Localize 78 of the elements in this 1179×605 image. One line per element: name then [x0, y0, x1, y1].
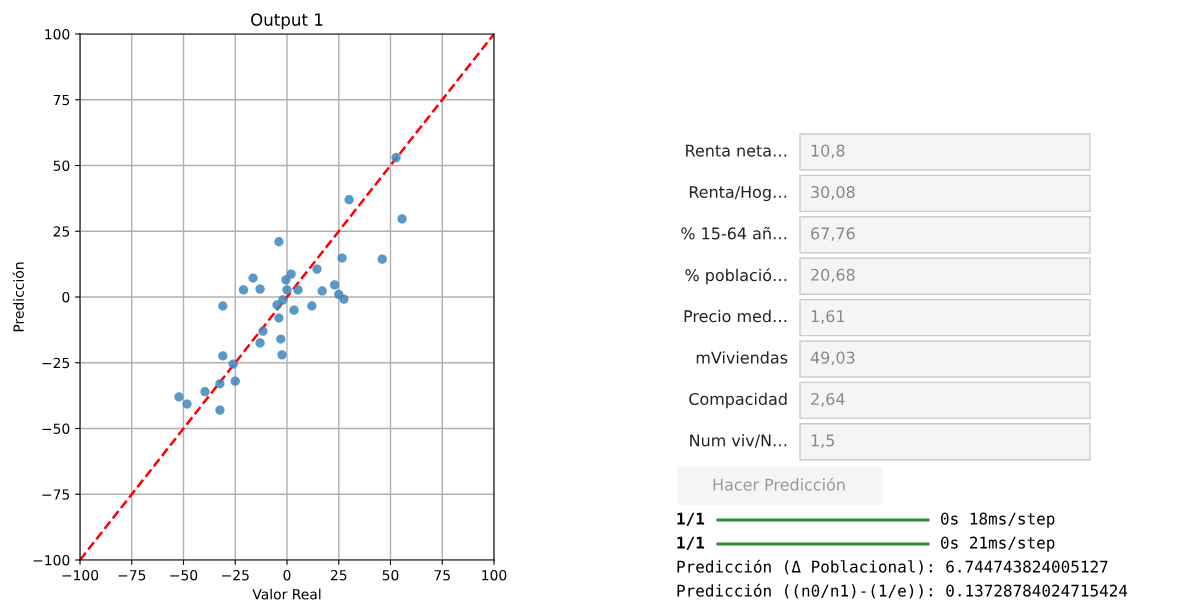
y-tick-label: −75	[42, 489, 70, 500]
point	[276, 334, 286, 344]
y-tick-label: −50	[42, 423, 70, 434]
point	[218, 301, 228, 311]
point	[174, 392, 184, 402]
y-tick-label: 100	[45, 28, 70, 40]
text: Compacidad	[689, 392, 787, 409]
y-tick-label: −100	[33, 554, 70, 566]
text: % població…	[685, 268, 787, 285]
point	[255, 284, 265, 294]
text: 0s 18ms/step	[941, 512, 1055, 528]
point	[281, 275, 291, 285]
x-tick-label: 50	[382, 569, 399, 581]
point	[293, 285, 303, 295]
point	[248, 273, 258, 283]
point	[182, 399, 192, 409]
point	[337, 253, 347, 263]
text: 67,76	[811, 227, 855, 242]
y-tick-label: 25	[53, 226, 70, 237]
text: 1/1	[677, 536, 705, 550]
text: Predicción (Δ Poblacional): 6.744743824005127	[677, 559, 1108, 575]
y-tick-label: 0	[62, 291, 70, 303]
text: Precio med…	[684, 309, 787, 323]
point	[391, 152, 401, 163]
x-tick-label: −50	[170, 569, 198, 581]
point	[397, 214, 407, 224]
point	[307, 301, 317, 311]
y-axis-title: Predicción	[12, 262, 24, 332]
point	[377, 254, 387, 264]
text: 10,8	[811, 144, 845, 159]
text: Renta neta…	[686, 144, 787, 157]
text: Num viv/N…	[690, 434, 787, 448]
point	[317, 286, 327, 296]
text: 1/1	[677, 512, 705, 526]
point	[312, 264, 322, 274]
text: 1,61	[811, 310, 845, 324]
text: Renta/Hog…	[689, 186, 787, 202]
y-tick-label: −25	[42, 357, 70, 369]
y-tick-label: 50	[53, 160, 70, 171]
point	[329, 280, 340, 290]
y-tick-label: 75	[53, 94, 70, 106]
point	[289, 305, 299, 315]
text: % 15-64 añ…	[681, 226, 787, 240]
point	[274, 237, 284, 247]
text: 49,03	[810, 351, 855, 366]
text: 20,68	[811, 268, 855, 283]
point	[278, 295, 288, 305]
x-tick-label: −25	[222, 569, 249, 581]
point	[228, 359, 238, 369]
point	[277, 350, 287, 360]
point	[230, 376, 240, 386]
point	[215, 379, 225, 389]
point	[274, 313, 284, 323]
x-tick-label: 75	[434, 570, 450, 581]
x-tick-label: 0	[283, 569, 291, 581]
x-tick-label: 100	[482, 569, 507, 581]
text: Predicción ((n0/n1)-(1/e)): 0.13728784024715424	[677, 583, 1128, 599]
point	[286, 269, 296, 279]
point	[215, 405, 225, 415]
x-tick-label: −100	[62, 569, 99, 581]
x-tick-label: 25	[330, 569, 347, 581]
point	[218, 351, 228, 361]
text: 0s 21ms/step	[941, 536, 1055, 552]
point	[344, 195, 354, 205]
text: 1,5	[811, 434, 835, 449]
text: mViviendas	[696, 351, 788, 364]
point	[258, 326, 268, 336]
point	[255, 338, 265, 348]
point	[238, 285, 249, 295]
chart-title: Output 1	[251, 13, 323, 30]
text: 2,64	[811, 392, 845, 407]
x-tick-label: −75	[118, 570, 146, 581]
point	[200, 387, 210, 397]
text: Hacer Predicción	[713, 477, 845, 491]
point	[339, 294, 349, 304]
text: 30,08	[811, 185, 855, 200]
x-axis-title: Valor Real	[252, 588, 321, 600]
point	[282, 285, 292, 295]
